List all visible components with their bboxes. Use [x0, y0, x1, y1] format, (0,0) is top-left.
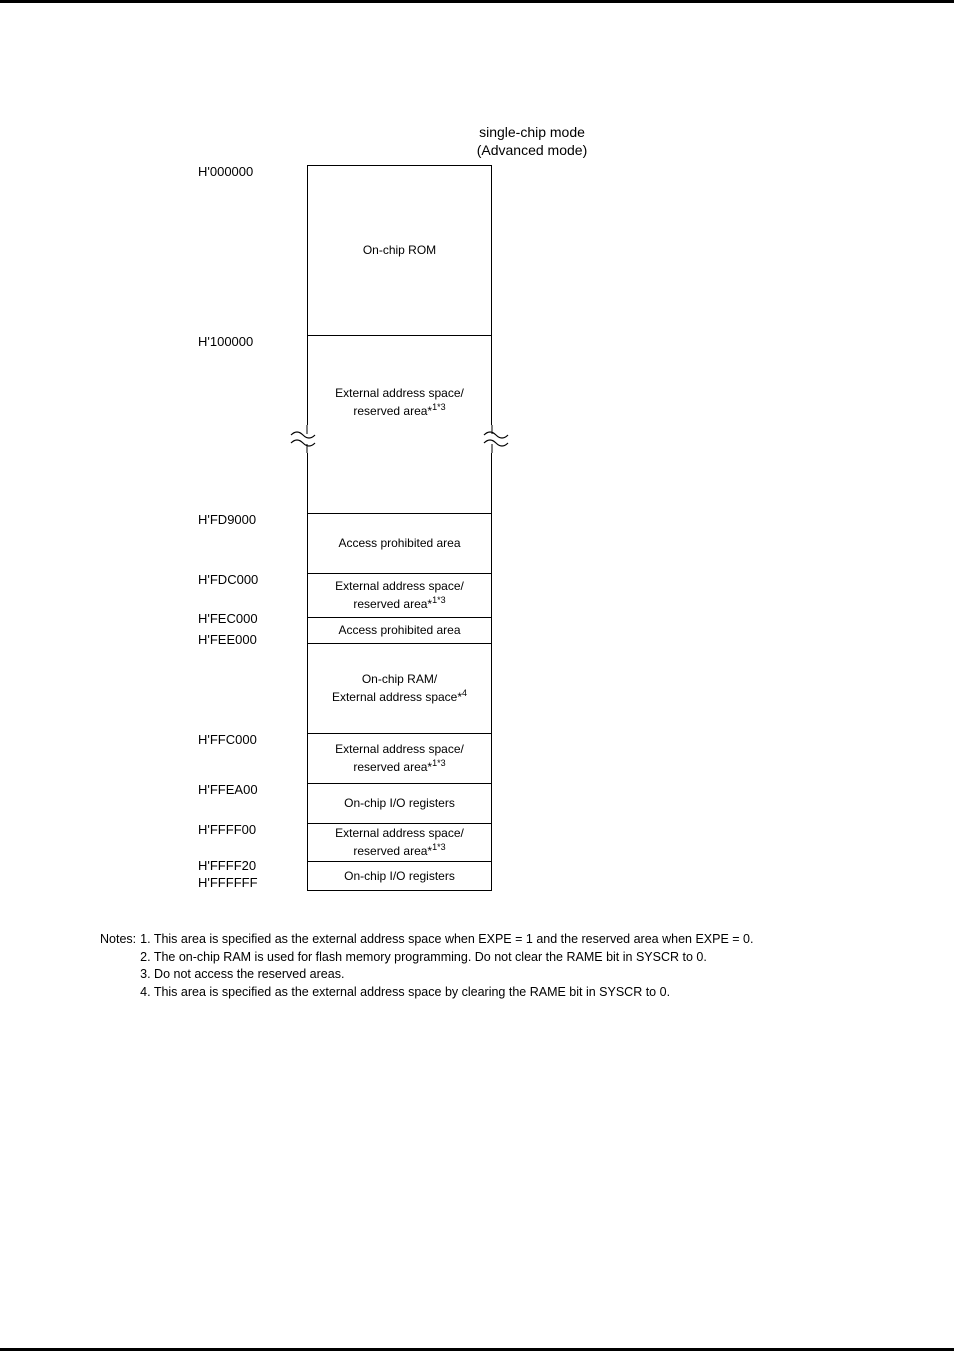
addr-100000: H'100000 — [198, 334, 298, 351]
seg-ext-3: H'FFC000 External address space/ reserve… — [307, 733, 492, 783]
seg-rom: H'000000 On-chip ROM — [307, 165, 492, 335]
seg-prohibit-2: H'FEC000 H'FEE000 Access prohibited area — [307, 617, 492, 643]
memory-map-diagram: single-chip mode (Advanced mode) H'00000… — [197, 123, 757, 891]
seg-ioreg-2: H'FFFF20 On-chip I/O registers H'FFFFFF — [307, 861, 492, 891]
addr-fdc000: H'FDC000 — [198, 572, 298, 589]
note-1: 1. This area is specified as the externa… — [140, 931, 753, 949]
memory-map: H'000000 On-chip ROM H'100000 External a… — [307, 165, 492, 891]
notes-label: Notes: — [100, 931, 136, 1001]
seg-prohibit2-label: Access prohibited area — [338, 623, 460, 639]
seg-ram-text: On-chip RAM/ External address space*4 — [332, 672, 467, 705]
seg-ext-4: H'FFFF00 External address space/ reserve… — [307, 823, 492, 861]
seg-prohibit-1: H'FD9000 Access prohibited area — [307, 513, 492, 573]
seg-rom-label: On-chip ROM — [363, 243, 436, 259]
notes-list: 1. This area is specified as the externa… — [136, 931, 753, 1001]
seg-ext4-text: External address space/ reserved area*1*… — [335, 826, 464, 859]
seg-ext-2: H'FDC000 External address space/ reserve… — [307, 573, 492, 617]
diagram-header: single-chip mode (Advanced mode) — [307, 123, 757, 159]
addr-ffff20: H'FFFF20 — [198, 858, 298, 875]
seg-ext3-text: External address space/ reserved area*1*… — [335, 742, 464, 775]
addr-fee000: H'FEE000 — [198, 632, 298, 649]
seg-ext-upper-top: H'100000 External address space/ reserve… — [307, 335, 492, 425]
addr-ffc000: H'FFC000 — [198, 732, 298, 749]
addr-ffffff: H'FFFFFF — [198, 875, 298, 892]
addr-ffea00: H'FFEA00 — [198, 782, 298, 799]
addr-000000: H'000000 — [198, 164, 298, 181]
seg-ram: On-chip RAM/ External address space*4 — [307, 643, 492, 733]
header-line2: (Advanced mode) — [477, 142, 588, 158]
header-line1: single-chip mode — [479, 124, 585, 140]
seg-ext2-text: External address space/ reserved area*1*… — [335, 579, 464, 612]
seg-ioreg-1: H'FFEA00 On-chip I/O registers — [307, 783, 492, 823]
diagram-break — [307, 425, 492, 453]
seg-ioreg2-label: On-chip I/O registers — [344, 869, 455, 885]
note-4: 4. This area is specified as the externa… — [140, 984, 753, 1002]
seg-ext-upper-bot — [307, 453, 492, 513]
addr-ffff00: H'FFFF00 — [198, 822, 298, 839]
notes-block: Notes: 1. This area is specified as the … — [100, 931, 894, 1001]
addr-fec000: H'FEC000 — [198, 611, 298, 628]
break-icon — [287, 425, 512, 453]
addr-fd9000: H'FD9000 — [198, 512, 298, 529]
note-2: 2. The on-chip RAM is used for flash mem… — [140, 949, 753, 967]
seg-ioreg1-label: On-chip I/O registers — [344, 796, 455, 812]
page: single-chip mode (Advanced mode) H'00000… — [0, 0, 954, 1351]
seg-prohibit1-label: Access prohibited area — [338, 536, 460, 552]
note-3: 3. Do not access the reserved areas. — [140, 966, 753, 984]
seg-ext-upper-text: External address space/ reserved area*1*… — [335, 386, 464, 419]
